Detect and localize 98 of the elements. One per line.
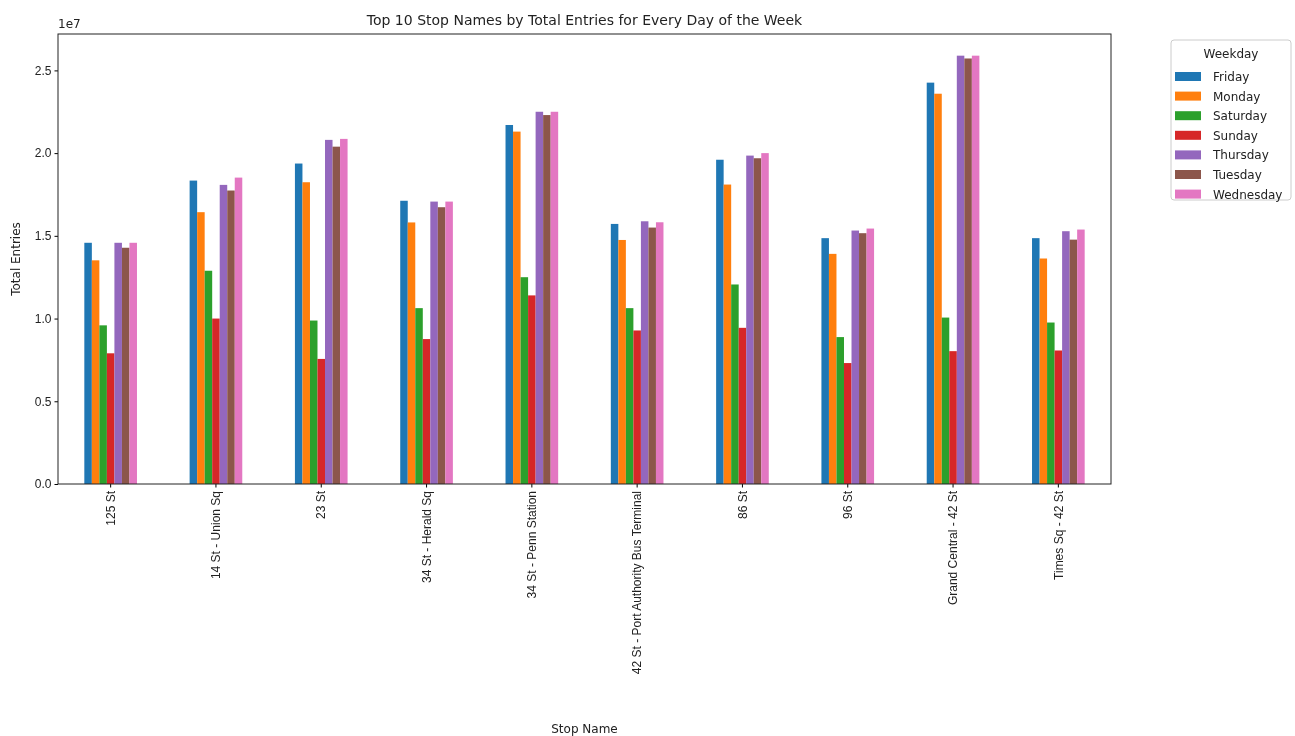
- bar: [535, 111, 544, 484]
- legend-label: Tuesday: [1212, 168, 1262, 182]
- bar: [309, 320, 318, 484]
- x-tick-label: 23 St: [314, 490, 329, 520]
- bar: [340, 138, 348, 484]
- bar: [1047, 322, 1055, 484]
- bar: [1077, 229, 1085, 484]
- bar: [934, 93, 942, 484]
- bar: [407, 222, 416, 484]
- x-tick-label: Times Sq - 42 St: [1051, 490, 1066, 580]
- bar: [821, 238, 829, 484]
- x-tick-label: 34 St - Herald Sq: [419, 491, 434, 584]
- x-axis-title: Stop Name: [551, 722, 618, 736]
- bar: [520, 277, 529, 484]
- bar: [317, 358, 326, 484]
- bar: [625, 308, 634, 484]
- bar: [1054, 350, 1063, 484]
- bar: [400, 200, 408, 484]
- bar: [129, 242, 137, 484]
- legend-label: Wednesday: [1213, 187, 1283, 202]
- bar: [212, 318, 220, 484]
- bar: [716, 159, 724, 484]
- y-tick-label: 0.5: [34, 394, 52, 409]
- y-tick-label: 1.0: [34, 311, 52, 326]
- bar: [445, 201, 453, 484]
- bar: [1062, 231, 1070, 484]
- bar: [114, 242, 122, 484]
- bar: [746, 155, 754, 484]
- y-tick-label: 2.5: [34, 63, 52, 78]
- x-tick-label: Grand Central - 42 St: [946, 490, 961, 606]
- bar: [859, 233, 867, 484]
- y-tick-label: 1.5: [34, 229, 52, 244]
- chart-title: Top 10 Stop Names by Total Entries for Every Day of the Week: [365, 12, 804, 28]
- bar: [219, 184, 228, 484]
- bar: [828, 253, 837, 484]
- bar: [550, 111, 559, 484]
- bar: [1032, 238, 1040, 484]
- bar: [648, 227, 656, 484]
- text: 1e7: [58, 17, 81, 31]
- x-tick-label: 34 St - Penn Station: [525, 491, 540, 599]
- bar: [610, 223, 619, 484]
- y-tick-label: 2.0: [34, 146, 52, 161]
- bar: [926, 82, 935, 484]
- bar: [836, 337, 844, 484]
- bar: [505, 124, 514, 484]
- bar: [761, 153, 769, 484]
- bar: [332, 146, 341, 484]
- legend-label: Monday: [1213, 89, 1261, 104]
- bar: [964, 58, 972, 484]
- y-tick-label: 0.0: [34, 477, 52, 492]
- bar: [655, 222, 664, 484]
- legend-label: Sunday: [1213, 128, 1258, 143]
- legend-label: Friday: [1213, 70, 1250, 84]
- x-tick-label: 96 St: [840, 490, 855, 520]
- bar: [1069, 239, 1078, 484]
- bar: [294, 163, 303, 484]
- x-tick-label: 14 St - Union Sq: [209, 491, 224, 580]
- bar: [956, 55, 965, 484]
- bar: [941, 317, 950, 484]
- bar: [949, 351, 957, 484]
- bar: [415, 308, 423, 484]
- legend-title: Weekday: [1203, 47, 1259, 61]
- bar: [1039, 258, 1048, 484]
- x-tick-label: 125 St: [103, 490, 118, 526]
- bar: [84, 242, 92, 484]
- bar: [866, 228, 875, 484]
- bar: [422, 339, 431, 484]
- legend-label: Thursday: [1212, 148, 1269, 163]
- bar: [204, 270, 213, 484]
- bar: [302, 182, 310, 484]
- bar: [197, 212, 205, 484]
- bar: [753, 158, 762, 484]
- bar: [731, 284, 739, 484]
- y-axis-title: Total Entries: [9, 222, 23, 297]
- bar: [738, 327, 747, 484]
- legend-label: Saturday: [1213, 109, 1268, 124]
- bar: [618, 239, 626, 484]
- bar: [437, 207, 446, 484]
- bar: [513, 131, 521, 484]
- bar: [723, 184, 732, 484]
- bar: [843, 363, 852, 484]
- bar: [91, 260, 100, 484]
- bar: [121, 247, 130, 484]
- bar: [234, 177, 243, 484]
- bar: [99, 325, 107, 484]
- bar: [633, 330, 641, 484]
- bar: [528, 295, 536, 484]
- x-tick-label: 42 St - Port Authority Bus Terminal: [630, 491, 645, 675]
- bar: [106, 353, 115, 484]
- bar: [851, 230, 860, 484]
- bar: [430, 201, 438, 484]
- bar: [325, 139, 333, 484]
- bar: [971, 55, 980, 484]
- x-tick-label: 86 St: [735, 490, 750, 520]
- bar: [227, 190, 235, 484]
- bar: [543, 115, 551, 484]
- bar: [189, 180, 198, 484]
- bar: [640, 221, 649, 484]
